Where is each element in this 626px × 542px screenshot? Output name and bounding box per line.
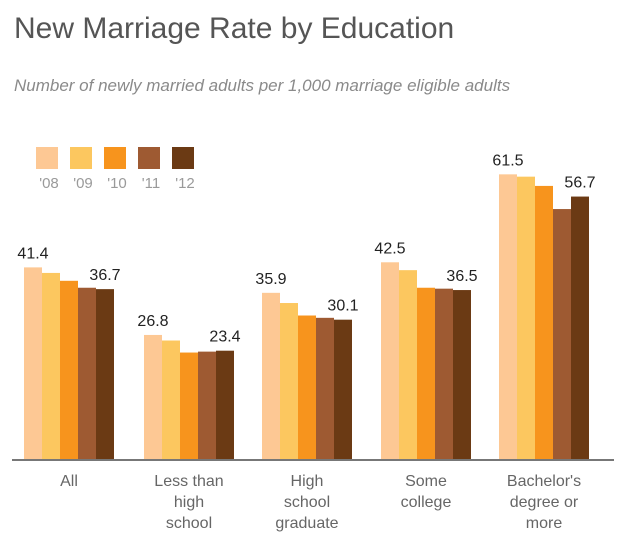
bar-3-2 [417,287,435,459]
data-label: 42.5 [374,240,405,257]
bar-1-3 [198,351,216,459]
bar-0-2 [60,280,78,459]
bar-0-3 [78,287,96,459]
bar-2-2 [298,315,316,459]
data-label: 23.4 [209,329,240,346]
x-tick-label: All [60,473,78,490]
x-tick-label: Some college [401,473,452,511]
data-label: 36.7 [89,267,120,284]
bar-0-1 [42,272,60,459]
legend-swatch [70,147,92,169]
data-label: 35.9 [255,271,286,288]
legend-swatch [36,147,58,169]
bar-3-0 [381,262,399,459]
legend-label: '11 [142,175,160,192]
chart-title: New Marriage Rate by Education [14,12,455,45]
legend-swatch [172,147,194,169]
data-label: 26.8 [137,313,168,330]
bar-1-2 [180,352,198,459]
x-tick-label: High school graduate [275,473,338,532]
chart-subtitle: Number of newly married adults per 1,000… [14,76,511,95]
bar-1-1 [162,340,180,459]
legend-label: '09 [73,175,93,192]
bar-4-3 [553,209,571,459]
legend-swatch [138,147,160,169]
data-label: 30.1 [327,298,358,315]
bar-1-0 [144,334,162,459]
bar-4-0 [499,174,517,460]
data-label: 36.5 [446,268,477,285]
x-tick-label: Bachelor's degree or more [507,473,581,532]
bar-4-2 [535,185,553,459]
bar-1-4 [216,350,234,459]
bar-2-1 [280,303,298,459]
bar-0-4 [96,289,114,459]
legend-swatch [104,147,126,169]
data-label: 61.5 [492,152,523,169]
bar-3-4 [453,290,471,459]
data-label: 41.4 [17,245,48,262]
data-label: 56.7 [564,175,595,192]
bar-2-0 [262,292,280,459]
bar-4-4 [571,196,589,459]
bar-2-3 [316,317,334,459]
x-tick-label: Less than high school [154,473,223,532]
bar-0-0 [24,267,42,459]
bar-3-3 [435,288,453,459]
legend-label: '12 [175,175,195,192]
bar-4-1 [517,176,535,459]
legend-label: '10 [107,175,127,192]
bar-2-4 [334,319,352,459]
bar-3-1 [399,270,417,459]
legend-label: '08 [39,175,59,192]
